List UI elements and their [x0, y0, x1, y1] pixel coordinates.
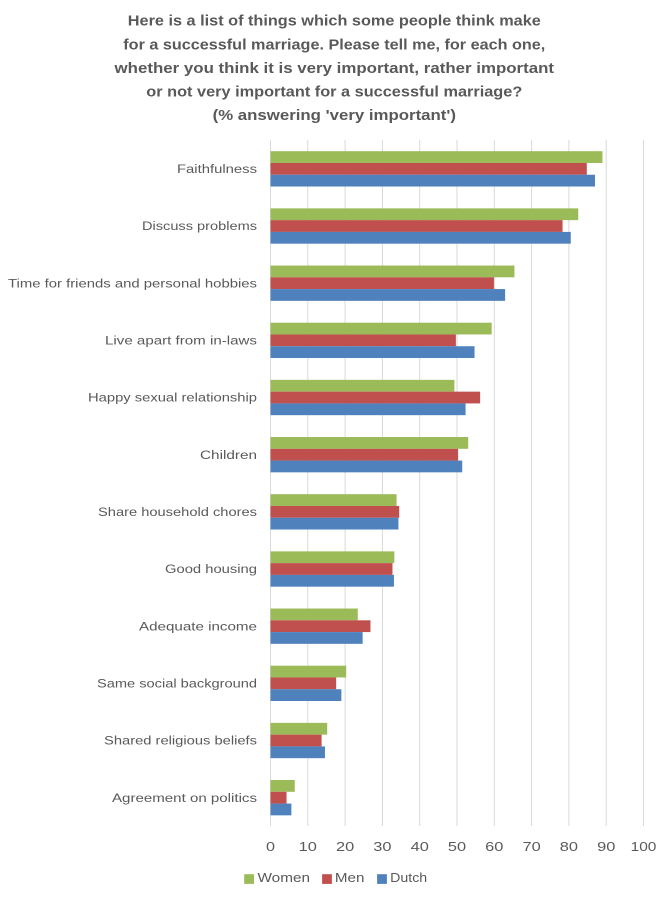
svg-text:Dutch: Dutch	[390, 870, 427, 885]
svg-text:10: 10	[299, 839, 317, 854]
svg-text:Live apart from in-laws: Live apart from in-laws	[105, 334, 257, 348]
svg-text:Agreement on politics: Agreement on politics	[112, 791, 257, 805]
svg-text:Happy sexual relationship: Happy sexual relationship	[88, 391, 257, 405]
svg-text:(% answering 'very important'): (% answering 'very important')	[213, 108, 457, 124]
svg-text:90: 90	[597, 839, 615, 854]
svg-text:50: 50	[448, 839, 466, 854]
svg-text:whether you think it is very i: whether you think it is very important, …	[113, 61, 554, 77]
svg-text:0: 0	[266, 839, 275, 854]
svg-text:Same social background: Same social background	[97, 677, 257, 691]
svg-text:Adequate income: Adequate income	[139, 619, 257, 633]
svg-text:30: 30	[373, 839, 391, 854]
svg-text:Faithfulness: Faithfulness	[177, 162, 257, 176]
svg-text:Children: Children	[200, 448, 257, 462]
svg-text:for a successful marriage. Ple: for a successful marriage. Please tell m…	[123, 37, 545, 53]
svg-text:Share household chores: Share household chores	[98, 505, 257, 519]
svg-text:Women: Women	[258, 870, 311, 885]
svg-text:Good housing: Good housing	[165, 562, 257, 576]
svg-text:100: 100	[631, 839, 657, 854]
svg-text:80: 80	[560, 839, 578, 854]
svg-text:20: 20	[336, 839, 354, 854]
svg-text:Shared religious beliefs: Shared religious beliefs	[104, 734, 257, 748]
svg-text:Here is a list of things which: Here is a list of things which some peop…	[128, 14, 541, 30]
svg-text:or not very important for a su: or not very important for a successful m…	[146, 85, 522, 101]
svg-text:70: 70	[523, 839, 541, 854]
svg-text:60: 60	[485, 839, 503, 854]
svg-text:40: 40	[411, 839, 429, 854]
svg-text:Discuss problems: Discuss problems	[142, 219, 257, 233]
svg-text:Time for friends and personal: Time for friends and personal hobbies	[8, 276, 257, 290]
svg-text:Men: Men	[335, 870, 365, 885]
